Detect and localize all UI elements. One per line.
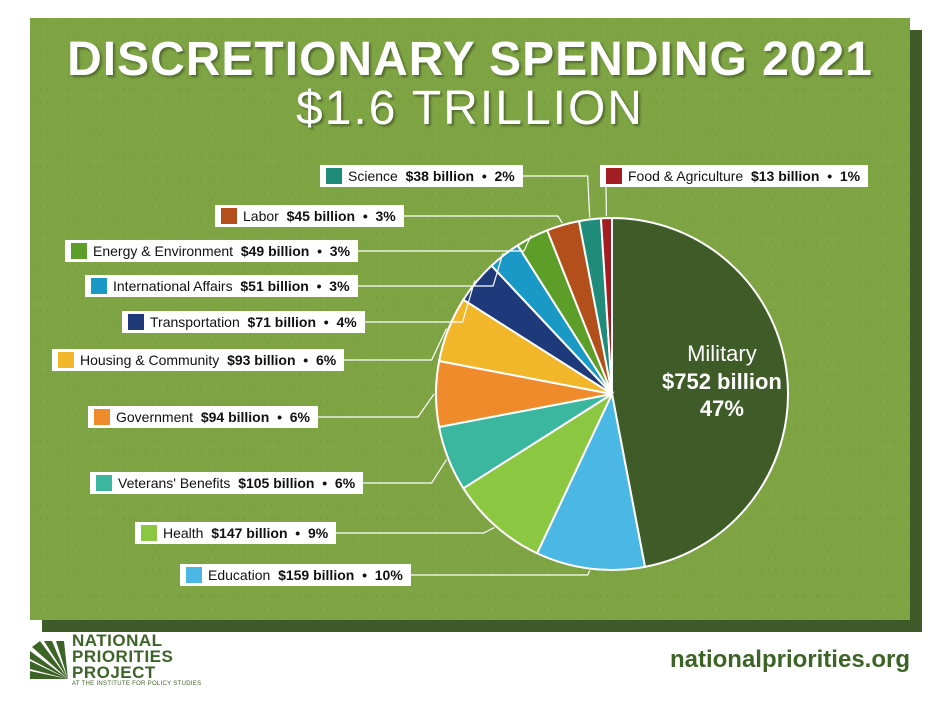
swatch-icon [128, 314, 144, 330]
label-text: Education $159 billion • 10% [208, 567, 403, 583]
swatch-icon [71, 243, 87, 259]
footer: NATIONAL PRIORITIES PROJECT AT THE INSTI… [30, 630, 910, 690]
label-science: Science $38 billion • 2% [320, 165, 523, 187]
label-veterans-benefits: Veterans' Benefits $105 billion • 6% [90, 472, 363, 494]
label-text: Veterans' Benefits $105 billion • 6% [118, 475, 355, 491]
label-text: Housing & Community $93 billion • 6% [80, 352, 336, 368]
swatch-icon [221, 208, 237, 224]
label-education: Education $159 billion • 10% [180, 564, 411, 586]
logo-subtitle: AT THE INSTITUTE FOR POLICY STUDIES [72, 681, 201, 687]
label-food-agriculture: Food & Agriculture $13 billion • 1% [600, 165, 868, 187]
swatch-icon [91, 278, 107, 294]
label-text: Science $38 billion • 2% [348, 168, 515, 184]
footer-url: nationalpriorities.org [670, 646, 910, 674]
label-text: International Affairs $51 billion • 3% [113, 278, 350, 294]
swatch-icon [141, 525, 157, 541]
label-text: Transportation $71 billion • 4% [150, 314, 357, 330]
label-government: Government $94 billion • 6% [88, 406, 318, 428]
swatch-icon [606, 168, 622, 184]
leader-line [344, 328, 446, 360]
label-international-affairs: International Affairs $51 billion • 3% [85, 275, 358, 297]
logo-line3: PROJECT [72, 665, 201, 681]
center-label-percent: 47% [662, 395, 782, 423]
label-text: Health $147 billion • 9% [163, 525, 328, 541]
label-health: Health $147 billion • 9% [135, 522, 336, 544]
swatch-icon [58, 352, 74, 368]
npp-logo: NATIONAL PRIORITIES PROJECT AT THE INSTI… [30, 633, 201, 687]
sunburst-icon [30, 641, 68, 679]
leader-line [404, 216, 562, 223]
leader-line [336, 528, 494, 533]
label-housing-community: Housing & Community $93 billion • 6% [52, 349, 344, 371]
label-text: Government $94 billion • 6% [116, 409, 310, 425]
label-transportation: Transportation $71 billion • 4% [122, 311, 365, 333]
swatch-icon [96, 475, 112, 491]
leader-line [363, 460, 446, 483]
swatch-icon [326, 168, 342, 184]
center-label-military: Military $752 billion 47% [662, 340, 782, 423]
swatch-icon [186, 567, 202, 583]
center-label-name: Military [662, 340, 782, 368]
label-energy-environment: Energy & Environment $49 billion • 3% [65, 240, 358, 262]
label-text: Labor $45 billion • 3% [243, 208, 396, 224]
label-labor: Labor $45 billion • 3% [215, 205, 404, 227]
leader-line [523, 176, 590, 217]
swatch-icon [94, 409, 110, 425]
leader-line [358, 235, 531, 251]
leader-line [318, 394, 434, 417]
label-text: Energy & Environment $49 billion • 3% [93, 243, 350, 259]
label-text: Food & Agriculture $13 billion • 1% [628, 168, 860, 184]
leader-line [411, 571, 590, 575]
center-label-amount: $752 billion [662, 368, 782, 396]
